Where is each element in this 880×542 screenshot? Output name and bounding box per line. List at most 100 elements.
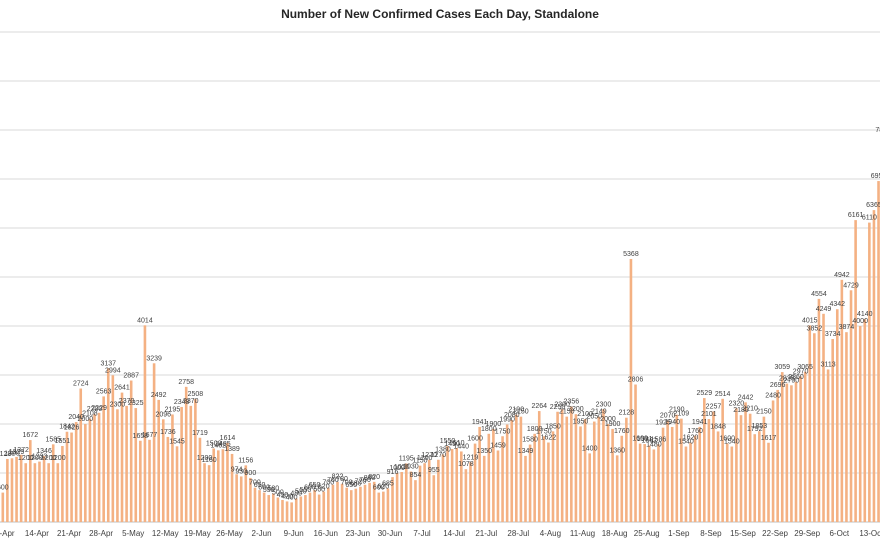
data-label: 3113 — [821, 361, 836, 368]
bar — [835, 309, 839, 522]
bar — [120, 392, 124, 522]
data-label: 1600 — [719, 436, 735, 443]
data-label: 854 — [410, 472, 422, 479]
data-label: 1350 — [476, 448, 492, 455]
data-label: 1360 — [609, 447, 625, 454]
data-label: 3734 — [825, 331, 841, 338]
data-label: 1760 — [687, 428, 703, 435]
bar — [716, 431, 720, 522]
bar — [799, 376, 802, 522]
data-label: 6958 — [871, 173, 880, 180]
bar — [143, 325, 147, 522]
bar — [478, 426, 481, 522]
bar — [602, 409, 605, 522]
data-label: 1440 — [454, 443, 470, 450]
bar — [606, 424, 610, 522]
bar — [281, 499, 284, 522]
data-label: 1200 — [50, 455, 66, 462]
bar — [537, 411, 541, 522]
data-label: 930 — [235, 468, 247, 475]
data-label: 2320 — [729, 400, 745, 407]
bar — [226, 442, 229, 522]
data-label: 685 — [382, 480, 394, 487]
bar — [634, 384, 637, 522]
data-label: 2190 — [509, 407, 525, 414]
data-label: 1600 — [467, 436, 483, 443]
bar — [437, 459, 440, 522]
data-label: 780 — [336, 476, 348, 483]
bar — [803, 371, 807, 522]
bar — [505, 424, 509, 522]
data-label: 1941 — [692, 419, 708, 426]
bar — [680, 418, 683, 522]
bar — [382, 491, 385, 522]
data-label: 4014 — [137, 317, 153, 324]
data-label: 600 — [0, 485, 9, 492]
bar — [464, 469, 468, 522]
bar — [272, 493, 275, 522]
data-label: 1750 — [536, 428, 552, 435]
data-label: 760 — [327, 477, 339, 484]
data-label: 4015 — [802, 317, 818, 324]
bar — [615, 455, 619, 522]
data-label: 3239 — [146, 355, 162, 362]
bar — [858, 326, 862, 522]
data-label: 3065 — [797, 364, 813, 371]
bar — [528, 444, 532, 522]
bar — [510, 420, 514, 522]
data-label: 1380 — [435, 446, 451, 453]
bar — [24, 463, 28, 522]
x-tick-label: 28-Jul — [507, 529, 529, 538]
data-label: 1620 — [683, 435, 699, 442]
data-label: 1941 — [472, 419, 488, 426]
bar — [872, 210, 876, 523]
bar — [771, 400, 775, 522]
data-label: 2994 — [105, 367, 121, 374]
data-label: 2150 — [559, 409, 575, 416]
bar — [212, 448, 216, 522]
data-label: 1736 — [160, 429, 176, 436]
bar — [849, 290, 853, 522]
data-label: 1580 — [522, 437, 538, 444]
bar — [198, 437, 202, 522]
x-tick-label: 12-May — [152, 529, 179, 538]
data-label: 2887 — [123, 373, 139, 380]
bar — [556, 411, 559, 522]
bar — [767, 442, 770, 522]
bar — [331, 484, 335, 522]
data-label: 2370 — [119, 398, 135, 405]
data-label: 3059 — [774, 364, 790, 371]
data-label: 4942 — [834, 272, 850, 279]
data-label: 1150 — [413, 458, 428, 465]
data-label: 955 — [428, 467, 440, 474]
bar — [725, 443, 729, 522]
data-label: 4554 — [811, 291, 827, 298]
data-label: 2696 — [770, 382, 786, 389]
bar — [666, 420, 669, 522]
data-label: 1672 — [23, 432, 39, 439]
bar — [88, 418, 92, 522]
data-label: 1850 — [545, 423, 561, 430]
data-label: 1540 — [678, 439, 694, 446]
bar — [519, 416, 523, 522]
x-tick-label: 13-Oct — [859, 529, 880, 538]
x-tick-label: 30-Jun — [378, 529, 402, 538]
bar — [492, 428, 495, 522]
data-label: 2806 — [628, 377, 644, 384]
data-label: 2970 — [793, 368, 809, 375]
bar — [620, 435, 624, 522]
data-label: 800 — [364, 475, 376, 482]
bar — [194, 399, 197, 522]
bar — [744, 402, 747, 522]
bar — [776, 389, 779, 522]
bar — [533, 433, 536, 522]
bar — [285, 501, 289, 522]
x-tick-label: 18-Aug — [602, 529, 628, 538]
bar — [391, 477, 394, 522]
data-label: 2000 — [600, 416, 616, 423]
bar — [868, 222, 871, 523]
data-label: 500 — [272, 490, 284, 497]
bar — [276, 497, 280, 522]
data-label: 3874 — [839, 324, 855, 331]
